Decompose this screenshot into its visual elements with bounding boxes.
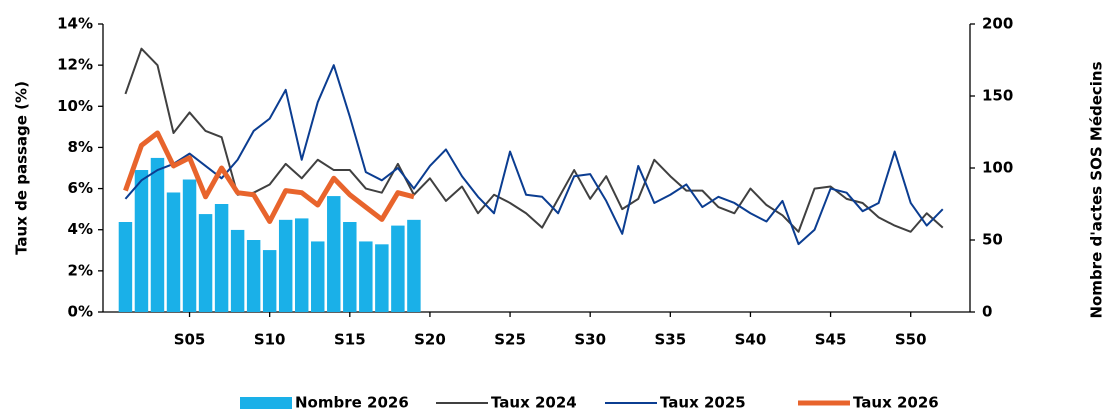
line-series xyxy=(124,64,944,246)
x-tick-label: S10 xyxy=(254,331,286,349)
bar xyxy=(359,241,373,312)
bar xyxy=(150,157,165,312)
y2-tick-label: 0 xyxy=(982,303,992,321)
bar xyxy=(375,244,389,312)
y-tick-label: 2% xyxy=(68,261,93,279)
x-tick-label: S15 xyxy=(334,331,366,349)
x-tick-label: S30 xyxy=(574,331,606,349)
bar xyxy=(230,229,245,312)
bar xyxy=(134,170,149,312)
bar xyxy=(246,240,261,312)
bar xyxy=(327,196,341,312)
legend-label: Taux 2024 xyxy=(491,394,577,412)
x-tick-label: S05 xyxy=(174,331,206,349)
bar xyxy=(278,219,293,312)
y2-tick-label: 100 xyxy=(982,159,1013,177)
x-tick-label: S25 xyxy=(494,331,526,349)
bar xyxy=(198,214,213,312)
y2-tick-label: 150 xyxy=(982,87,1013,105)
y-tick-label: 14% xyxy=(57,15,93,33)
bar xyxy=(118,222,133,312)
x-tick-label: S35 xyxy=(654,331,686,349)
bar xyxy=(343,222,357,312)
y-tick-label: 10% xyxy=(57,97,93,115)
y-tick-label: 0% xyxy=(68,303,93,321)
y2-axis-title: Nombre d'actes SOS Médecins xyxy=(1088,61,1106,318)
x-tick-label: S50 xyxy=(895,331,927,349)
y-axis-title: Taux de passage (%) xyxy=(13,81,31,255)
line-series xyxy=(124,47,944,233)
legend-label: Taux 2025 xyxy=(660,394,746,412)
y2-tick-label: 200 xyxy=(982,15,1013,33)
y-tick-label: 6% xyxy=(68,179,93,197)
bar xyxy=(166,192,181,312)
y2-tick-label: 50 xyxy=(982,231,1003,249)
bar xyxy=(294,218,309,312)
x-tick-label: S40 xyxy=(735,331,767,349)
bar xyxy=(182,179,197,312)
x-tick-label: S20 xyxy=(414,331,446,349)
y-tick-label: 12% xyxy=(57,56,93,74)
legend-label: Nombre 2026 xyxy=(295,394,409,412)
y-tick-label: 4% xyxy=(68,220,93,238)
legend-swatch xyxy=(240,397,292,409)
y-tick-label: 8% xyxy=(68,138,93,156)
line-series xyxy=(123,130,415,224)
bar xyxy=(262,250,277,312)
bar xyxy=(214,204,229,312)
bar xyxy=(311,241,325,312)
bar xyxy=(391,225,405,312)
bar xyxy=(407,219,421,312)
x-tick-label: S45 xyxy=(815,331,847,349)
legend-label: Taux 2026 xyxy=(853,394,939,412)
